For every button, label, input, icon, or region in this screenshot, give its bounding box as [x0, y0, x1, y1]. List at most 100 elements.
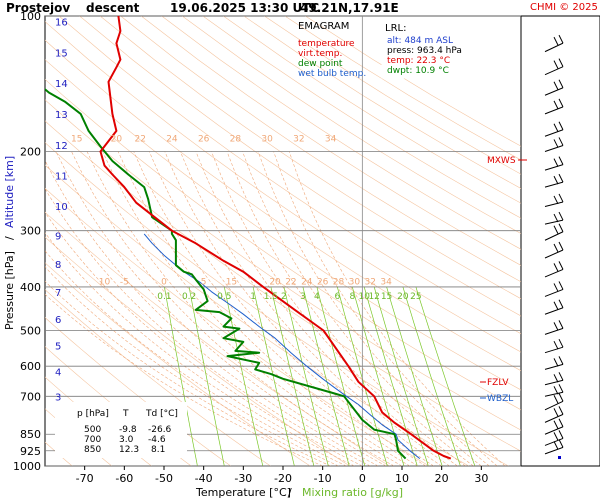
mixing-ratio-label: 2 — [281, 292, 287, 302]
legend-virt-temp: virt.temp. — [298, 49, 342, 59]
ylabel-pressure: Pressure [hPa] — [3, 251, 16, 330]
lrl-press: press: 963.4 hPa — [387, 46, 462, 56]
table-cell: 700 — [84, 435, 101, 445]
moist-adiabat-label: 15 — [226, 277, 237, 287]
table-cell: -4.6 — [148, 435, 166, 445]
altitude-tick-label: 6 — [55, 315, 61, 326]
legend-title: EMAGRAM — [298, 21, 349, 32]
moist-adiabat-label: 28 — [333, 277, 345, 287]
table-cell: -9.8 — [119, 425, 137, 435]
altitude-tick-label: 13 — [55, 110, 68, 121]
mxws-label: MXWS — [487, 156, 516, 166]
lrl-box: LRL: alt: 484 m ASL press: 963.4 hPa tem… — [382, 18, 485, 78]
altitude-tick-label: 5 — [55, 342, 61, 353]
moist-adiabat-label: 32 — [365, 277, 376, 287]
moist-adiabat-label: 20 — [111, 134, 123, 144]
moist-adiabat-label: 0 — [161, 277, 167, 287]
table-cell: 3.0 — [119, 435, 134, 445]
moist-adiabat-label: 22 — [134, 134, 145, 144]
sounding-datetime: 19.06.2025 13:30 UTC — [170, 1, 319, 15]
altitude-tick-label: 9 — [55, 232, 61, 243]
temp-tick-label: 30 — [474, 472, 488, 485]
pressure-tick-label: 600 — [20, 360, 41, 373]
pressure-tick-label: 200 — [20, 145, 41, 158]
moist-adiabat-label: 32 — [293, 134, 304, 144]
moist-adiabat-label: 26 — [198, 134, 210, 144]
altitude-tick-label: 10 — [55, 202, 68, 213]
ylabel-sep: / — [3, 236, 16, 240]
altitude-tick-label: 8 — [55, 260, 61, 271]
mixing-ratio-label: 3 — [300, 292, 306, 302]
fzlv-label: FZLV — [487, 378, 509, 388]
moist-adiabat-label: 34 — [380, 277, 392, 287]
lrl-temp: temp: 22.3 °C — [387, 56, 450, 66]
mixing-ratio-label: 4 — [314, 292, 320, 302]
legend-dew-point: dew point — [298, 59, 343, 69]
copyright: CHMI © 2025 — [530, 2, 598, 13]
mixing-ratio-label: 1.5 — [264, 292, 278, 302]
pressure-tick-label: 300 — [20, 225, 41, 238]
ylabel-altitude: Altitude [km] — [3, 156, 16, 228]
temp-tick-label: -10 — [314, 472, 332, 485]
pressure-tick-label: 925 — [20, 445, 41, 458]
moist-adiabat-label: 24 — [166, 134, 178, 144]
mixing-ratio-label: 1 — [250, 292, 256, 302]
altitude-tick-label: 7 — [55, 288, 61, 299]
temp-tick-label: 10 — [395, 472, 409, 485]
xlabel-sep: / — [288, 486, 292, 499]
altitude-tick-label: 11 — [55, 172, 68, 183]
table-cell: -26.6 — [148, 425, 172, 435]
mixing-ratio-label: 0.1 — [157, 292, 171, 302]
pressure-tick-label: 850 — [20, 428, 41, 441]
mixing-ratio-label: 20 — [397, 292, 409, 302]
altitude-tick-label: 4 — [55, 367, 61, 378]
xlabel-temp: Temperature [°C] — [195, 486, 291, 499]
moist-adiabat-label: 5 — [201, 277, 207, 287]
pressure-tick-label: 400 — [20, 281, 41, 294]
temp-tick-label: -50 — [155, 472, 173, 485]
sounding-mode: descent — [86, 1, 140, 15]
mixing-ratio-label: 12 — [368, 292, 379, 302]
x-axis-title: Temperature [°C] / Mixing ratio [g/kg] — [195, 486, 403, 499]
temp-tick-label: -40 — [195, 472, 213, 485]
table-header-p: p [hPa] — [77, 409, 109, 419]
mixing-ratio-label: 25 — [410, 292, 421, 302]
table-cell: 850 — [84, 445, 101, 455]
moist-adiabat-label: 20 — [269, 277, 281, 287]
pressure-tick-label: 500 — [20, 325, 41, 338]
level-table: p [hPa] T Td [°C] 500 -9.8 -26.6 700 3.0… — [55, 402, 187, 458]
temp-tick-label: -30 — [234, 472, 252, 485]
y-axis-title: Pressure [hPa] / Altitude [km] — [3, 156, 16, 330]
moist-adiabat-label: 24 — [301, 277, 313, 287]
table-cell: 500 — [84, 425, 101, 435]
moist-adiabat-label: 22 — [285, 277, 296, 287]
lrl-dwpt: dwpt: 10.9 °C — [387, 66, 449, 76]
mixing-ratio-label: 8 — [349, 292, 355, 302]
table-header-t: T — [122, 409, 129, 419]
moist-adiabat-label: 10 — [99, 277, 111, 287]
mixing-ratio-label: 15 — [381, 292, 392, 302]
altitude-tick-label: 14 — [55, 79, 68, 90]
moist-adiabat-label: -5 — [120, 277, 129, 287]
legend-temperature: temperature — [298, 39, 355, 49]
moist-adiabat-label: 26 — [317, 277, 329, 287]
xlabel-mix: Mixing ratio [g/kg] — [302, 486, 403, 499]
pressure-tick-label: 700 — [20, 390, 41, 403]
moist-adiabat-label: 15 — [71, 134, 82, 144]
table-cell: 8.1 — [151, 445, 165, 455]
moist-adiabat-label: 30 — [261, 134, 273, 144]
moist-adiabat-label: 28 — [230, 134, 242, 144]
calm-wind-dot — [558, 456, 561, 459]
pressure-tick-label: 100 — [20, 10, 41, 23]
moist-adiabat-label: 30 — [349, 277, 361, 287]
mixing-ratio-label: 0.5 — [217, 292, 231, 302]
altitude-tick-label: 3 — [55, 393, 61, 404]
moist-adiabat-label: 34 — [325, 134, 337, 144]
temp-tick-label: -60 — [115, 472, 133, 485]
altitude-tick-label: 12 — [55, 141, 68, 152]
temp-tick-label: -20 — [274, 472, 292, 485]
temp-tick-label: 20 — [435, 472, 449, 485]
temp-tick-label: 0 — [359, 472, 366, 485]
